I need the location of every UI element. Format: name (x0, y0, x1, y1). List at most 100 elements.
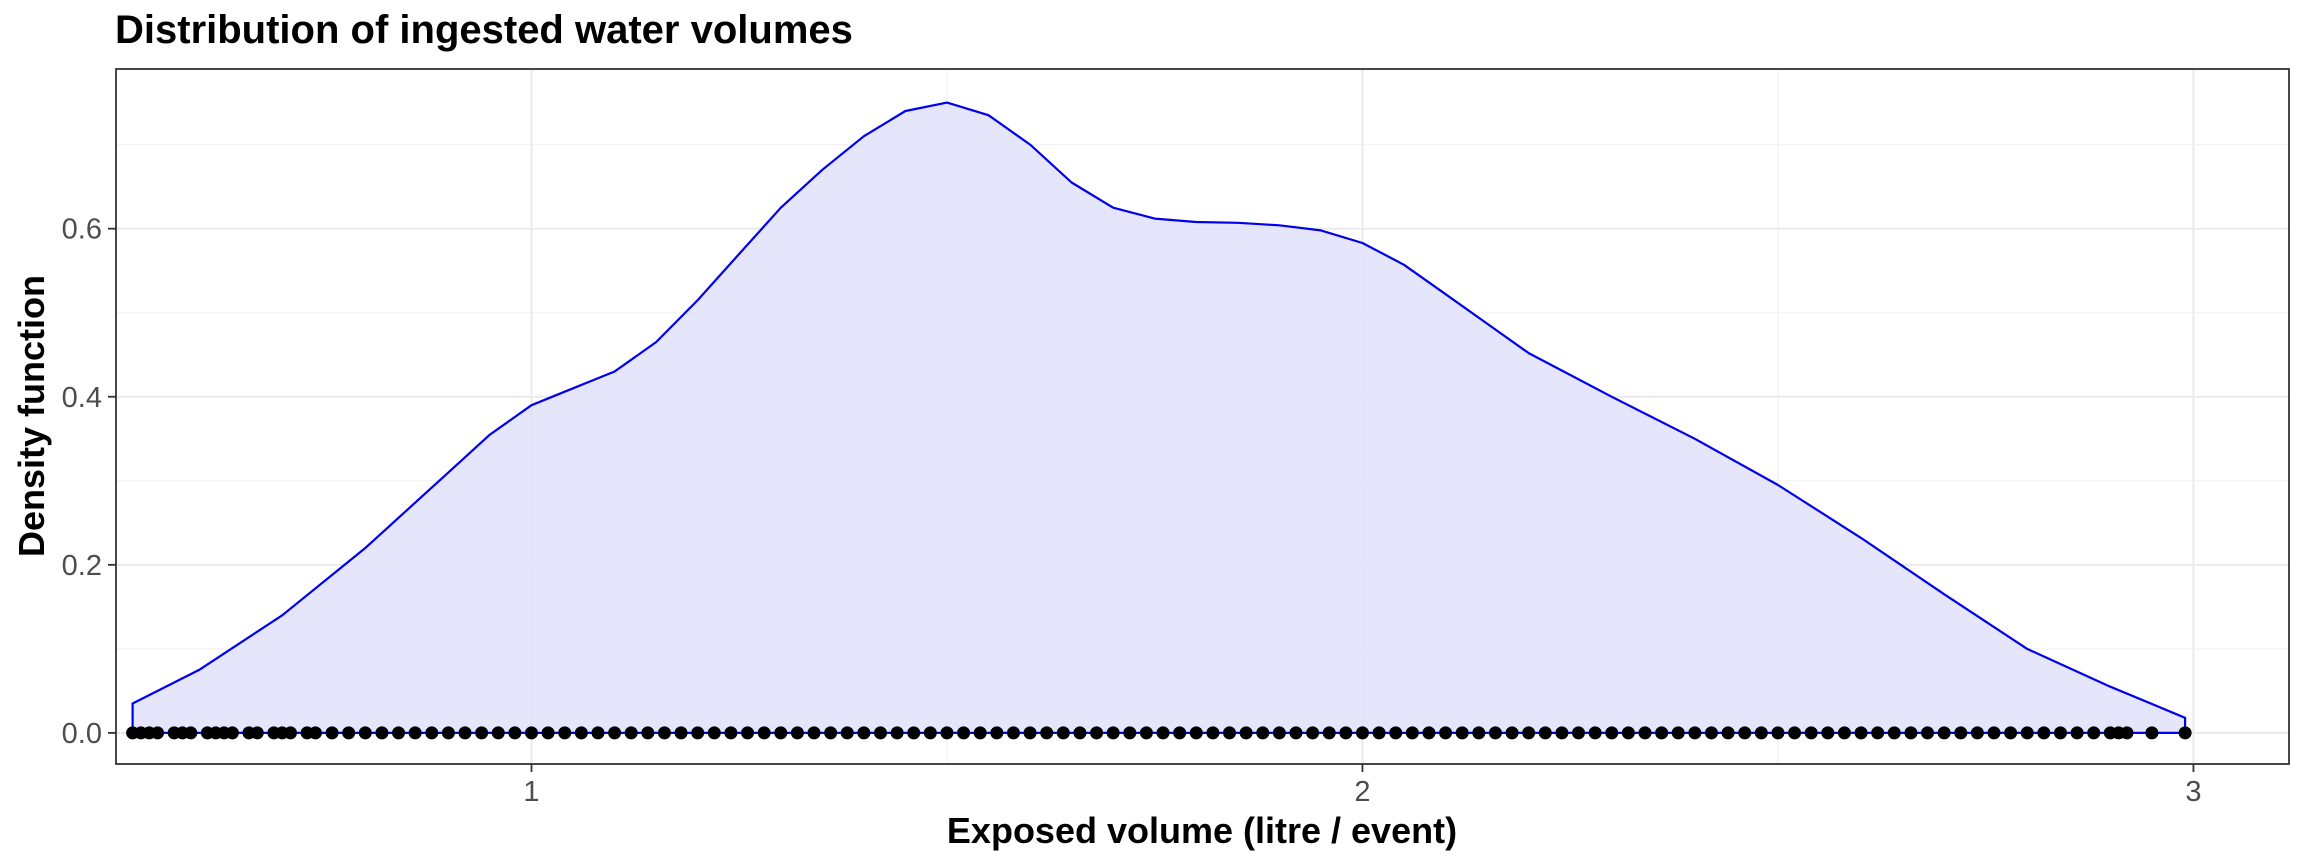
rug-point (2037, 726, 2051, 740)
rug-point (1804, 726, 1818, 740)
rug-point (342, 726, 356, 740)
rug-point (1721, 726, 1735, 740)
rug-point (441, 726, 455, 740)
rug-point (724, 726, 738, 740)
rug-point (2020, 726, 2034, 740)
rug-point (1405, 726, 1419, 740)
rug-point (358, 726, 372, 740)
rug-point (840, 726, 854, 740)
y-tick-label: 0.6 (62, 214, 102, 246)
rug-point (1372, 726, 1386, 740)
rug-point (375, 726, 389, 740)
rug-point (1555, 726, 1569, 740)
rug-point (1040, 726, 1054, 740)
rug-point (1538, 726, 1552, 740)
rug-point (1173, 726, 1187, 740)
rug-point (1887, 726, 1901, 740)
rug-point (1389, 726, 1403, 740)
chart-title: Distribution of ingested water volumes (115, 8, 853, 52)
rug-point (325, 726, 339, 740)
rug-point (907, 726, 921, 740)
rug-point (1572, 726, 1586, 740)
rug-point (1505, 726, 1519, 740)
rug-points (126, 726, 2192, 740)
rug-point (1156, 726, 1170, 740)
rug-point (1621, 726, 1635, 740)
rug-point (425, 726, 439, 740)
y-axis-title: Density function (11, 275, 52, 557)
rug-point (757, 726, 771, 740)
x-tick-label: 2 (1354, 776, 1370, 808)
rug-point (1488, 726, 1502, 740)
rug-point (741, 726, 755, 740)
rug-point (1871, 726, 1885, 740)
x-axis: 1 2 3 (523, 764, 2202, 808)
density-curve (131, 101, 2187, 734)
rug-point (1771, 726, 1785, 740)
rug-point (857, 726, 871, 740)
y-tick-label: 0.4 (62, 382, 102, 414)
rug-point (1671, 726, 1685, 740)
rug-point (1904, 726, 1918, 740)
rug-point (1139, 726, 1153, 740)
rug-point (1655, 726, 1669, 740)
rug-point (392, 726, 406, 740)
x-tick-label: 3 (2185, 776, 2201, 808)
plot-border (115, 68, 2290, 765)
rug-point (1239, 726, 1253, 740)
rug-point (491, 726, 505, 740)
rug-point (990, 726, 1004, 740)
y-tick-label: 0.0 (62, 718, 102, 750)
rug-point (691, 726, 705, 740)
rug-point (151, 726, 165, 740)
rug-point (1439, 726, 1453, 740)
rug-point (475, 726, 489, 740)
rug-point (1056, 726, 1070, 740)
rug-point (250, 726, 264, 740)
rug-point (608, 726, 622, 740)
rug-point (1937, 726, 1951, 740)
rug-point (1206, 726, 1220, 740)
rug-point (225, 726, 239, 740)
rug-point (890, 726, 904, 740)
rug-point (641, 726, 655, 740)
rug-point (2004, 726, 2018, 740)
rug-point (824, 726, 838, 740)
rug-point (1754, 726, 1768, 740)
rug-point (558, 726, 572, 740)
rug-point (1788, 726, 1802, 740)
rug-point (591, 726, 605, 740)
rug-point (2087, 726, 2101, 740)
rug-point (957, 726, 971, 740)
rug-point (1355, 726, 1369, 740)
rug-point (1688, 726, 1702, 740)
rug-point (1472, 726, 1486, 740)
rug-point (2178, 726, 2192, 740)
rug-point (1987, 726, 2001, 740)
rug-point (1837, 726, 1851, 740)
rug-point (1954, 726, 1968, 740)
rug-point (1339, 726, 1353, 740)
y-tick-label: 0.2 (62, 550, 102, 582)
rug-point (1322, 726, 1336, 740)
rug-point (184, 726, 198, 740)
density-area-layer (131, 101, 2187, 734)
rug-point (308, 726, 322, 740)
rug-point (524, 726, 538, 740)
rug-point (1854, 726, 1868, 740)
rug-point (1821, 726, 1835, 740)
rug-point (1970, 726, 1984, 740)
rug-point (2053, 726, 2067, 740)
rug-point (2145, 726, 2159, 740)
rug-point (973, 726, 987, 740)
rug-point (707, 726, 721, 740)
rug-point (774, 726, 788, 740)
rug-point (1073, 726, 1087, 740)
rug-point (1522, 726, 1536, 740)
rug-point (541, 726, 555, 740)
y-axis: 0.0 0.2 0.4 0.6 (62, 214, 116, 750)
rug-point (1738, 726, 1752, 740)
rug-point (1223, 726, 1237, 740)
rug-point (1605, 726, 1619, 740)
